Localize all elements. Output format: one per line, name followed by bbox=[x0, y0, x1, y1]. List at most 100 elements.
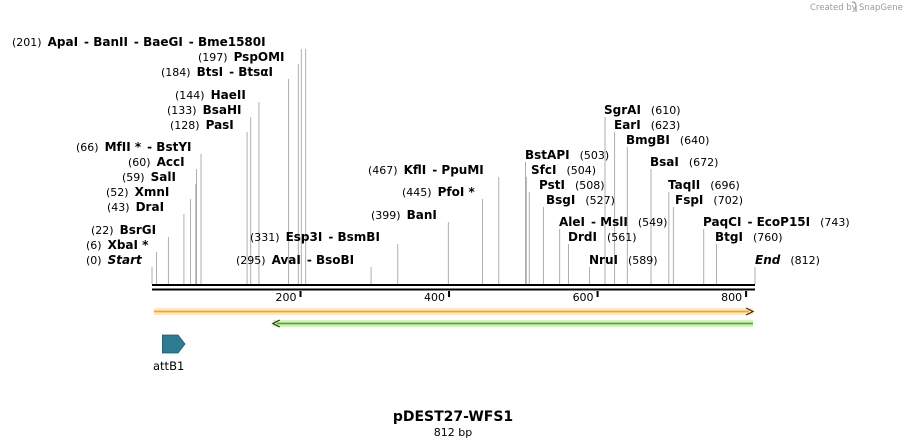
enzyme-name: SgrAI bbox=[604, 103, 641, 117]
enzyme-name: HaeII bbox=[211, 88, 246, 102]
cut-position: (144) bbox=[175, 89, 205, 102]
cut-position: (561) bbox=[607, 231, 637, 244]
enzyme-site-start[interactable]: (0) Start bbox=[86, 253, 143, 267]
enzyme-site-bmgbi[interactable]: BmgBI (640) bbox=[626, 133, 709, 147]
enzyme-site-pspomi[interactable]: (197) PspOMI bbox=[198, 50, 285, 64]
credit-text: Created by bbox=[810, 3, 857, 13]
enzyme-name: DraI bbox=[136, 200, 164, 214]
cut-position: (128) bbox=[170, 119, 200, 132]
enzyme-name: ApaI bbox=[48, 35, 78, 49]
cut-position: (504) bbox=[566, 164, 596, 177]
ruler-tick-label: 800 bbox=[721, 291, 742, 304]
enzyme-name: Start bbox=[108, 253, 143, 267]
enzyme-site-bsahi[interactable]: (133) BsaHI bbox=[167, 103, 242, 117]
enzyme-name: PstI bbox=[539, 178, 565, 192]
enzyme-name: FspI bbox=[675, 193, 703, 207]
enzyme-name: XmnI bbox=[135, 185, 170, 199]
enzyme-name: - BanII bbox=[84, 35, 128, 49]
cut-position: (610) bbox=[651, 104, 681, 117]
feature-orange-arrowhead-icon bbox=[745, 307, 755, 316]
enzyme-name: BanI bbox=[407, 208, 437, 222]
enzyme-site-bstapi[interactable]: BstAPI (503) bbox=[525, 148, 609, 162]
enzyme-name: - BstYI bbox=[147, 140, 191, 154]
cut-position: (133) bbox=[167, 104, 197, 117]
cut-position: (59) bbox=[122, 171, 145, 184]
enzyme-site-psti[interactable]: PstI (508) bbox=[539, 178, 605, 192]
cut-position: (295) bbox=[236, 254, 266, 267]
cut-position: (527) bbox=[585, 194, 615, 207]
enzyme-name: BsgI bbox=[546, 193, 575, 207]
cut-position: (467) bbox=[368, 164, 398, 177]
enzyme-site-bsrgi[interactable]: (22) BsrGI bbox=[91, 223, 156, 237]
enzyme-site-pasi[interactable]: (128) PasI bbox=[170, 118, 234, 132]
feature-label-attb1[interactable]: attB1 bbox=[153, 359, 184, 373]
cut-position: (549) bbox=[638, 216, 668, 229]
ruler-tick-label: 600 bbox=[573, 291, 594, 304]
cut-position: (508) bbox=[575, 179, 605, 192]
cut-position: (43) bbox=[107, 201, 130, 214]
enzyme-site-haeii[interactable]: (144) HaeII bbox=[175, 88, 246, 102]
enzyme-site-acci[interactable]: (60) AccI bbox=[128, 155, 185, 169]
enzyme-name: KflI bbox=[404, 163, 427, 177]
feature-green-arrowhead-icon bbox=[271, 319, 281, 328]
enzyme-labels: (201) ApaI - BanII - BaeGI - Bme1580I (197) Ps… bbox=[12, 35, 850, 267]
enzyme-name: TaqII bbox=[668, 178, 700, 192]
cut-position: (589) bbox=[628, 254, 658, 267]
enzyme-site-fspi[interactable]: FspI (702) bbox=[675, 193, 743, 207]
enzyme-site-apai[interactable]: (201) ApaI - BanII - BaeGI - Bme1580I bbox=[12, 35, 266, 49]
enzyme-site-esp3i[interactable]: (331) Esp3I - BsmBI bbox=[250, 230, 380, 244]
enzyme-name: - PpuMI bbox=[432, 163, 484, 177]
enzyme-name: - Bme1580I bbox=[189, 35, 266, 49]
enzyme-name: AleI bbox=[559, 215, 585, 229]
cut-position: (702) bbox=[713, 194, 743, 207]
enzyme-name: - BsoBI bbox=[307, 253, 354, 267]
enzyme-site-taqii[interactable]: TaqII (696) bbox=[668, 178, 740, 192]
cut-position: (22) bbox=[91, 224, 114, 237]
enzyme-site-xmni[interactable]: (52) XmnI bbox=[106, 185, 169, 199]
enzyme-name: EarI bbox=[614, 118, 641, 132]
cut-position: (52) bbox=[106, 186, 129, 199]
cut-lines bbox=[151, 49, 756, 284]
enzyme-site-mfii[interactable]: (66) MfII * - BstYI bbox=[76, 140, 191, 154]
cut-position: (640) bbox=[680, 134, 710, 147]
feature-attb1-arrow-icon[interactable] bbox=[162, 334, 186, 354]
snapgene-logo-icon bbox=[851, 1, 857, 12]
enzyme-name: SfcI bbox=[531, 163, 556, 177]
enzyme-site-btsi[interactable]: (184) BtsI - BtsαI bbox=[161, 65, 273, 79]
enzyme-site-drdi[interactable]: DrdI (561) bbox=[568, 230, 637, 244]
cut-position: (743) bbox=[820, 216, 850, 229]
enzyme-site-btgi[interactable]: BtgI (760) bbox=[715, 230, 783, 244]
enzyme-site-end[interactable]: End (812) bbox=[755, 253, 820, 267]
enzyme-site-avai[interactable]: (295) AvaI - BsoBI bbox=[236, 253, 354, 267]
enzyme-site-sali[interactable]: (59) SalI bbox=[122, 170, 176, 184]
enzyme-site-xbai[interactable]: (6) XbaI * bbox=[86, 238, 149, 252]
plasmid-length: 812 bp bbox=[434, 426, 472, 439]
plasmid-title: pDEST27-WFS1 bbox=[393, 409, 513, 425]
enzyme-name: AvaI bbox=[272, 253, 301, 267]
cut-position: (0) bbox=[86, 254, 102, 267]
cut-position: (184) bbox=[161, 66, 191, 79]
enzyme-site-paqci[interactable]: PaqCI - EcoP15I (743) bbox=[703, 215, 850, 229]
enzyme-site-kfli[interactable]: (467) KflI - PpuMI bbox=[368, 163, 484, 177]
enzyme-name: PspOMI bbox=[234, 50, 285, 64]
cut-position: (331) bbox=[250, 231, 280, 244]
enzyme-name: BtsI bbox=[197, 65, 224, 79]
cut-position: (812) bbox=[790, 254, 820, 267]
enzyme-site-nrui[interactable]: NruI (589) bbox=[589, 253, 658, 267]
enzyme-name: MfII * bbox=[105, 140, 142, 154]
enzyme-site-bsgi[interactable]: BsgI (527) bbox=[546, 193, 615, 207]
enzyme-site-drai[interactable]: (43) DraI bbox=[107, 200, 164, 214]
enzyme-name: End bbox=[755, 253, 781, 267]
enzyme-site-pfoi[interactable]: (445) PfoI * bbox=[402, 185, 475, 199]
enzyme-name: NruI bbox=[589, 253, 618, 267]
enzyme-site-bani[interactable]: (399) BanI bbox=[371, 208, 437, 222]
enzyme-name: - EcoP15I bbox=[747, 215, 810, 229]
enzyme-site-alei[interactable]: AleI - MslI (549) bbox=[559, 215, 667, 229]
cut-position: (6) bbox=[86, 239, 102, 252]
enzyme-site-eari[interactable]: EarI (623) bbox=[614, 118, 680, 132]
enzyme-site-bsai[interactable]: BsaI (672) bbox=[650, 155, 718, 169]
enzyme-site-sfci[interactable]: SfcI (504) bbox=[531, 163, 596, 177]
enzyme-site-sgrai[interactable]: SgrAI (610) bbox=[604, 103, 681, 117]
enzyme-name: PaqCI bbox=[703, 215, 741, 229]
